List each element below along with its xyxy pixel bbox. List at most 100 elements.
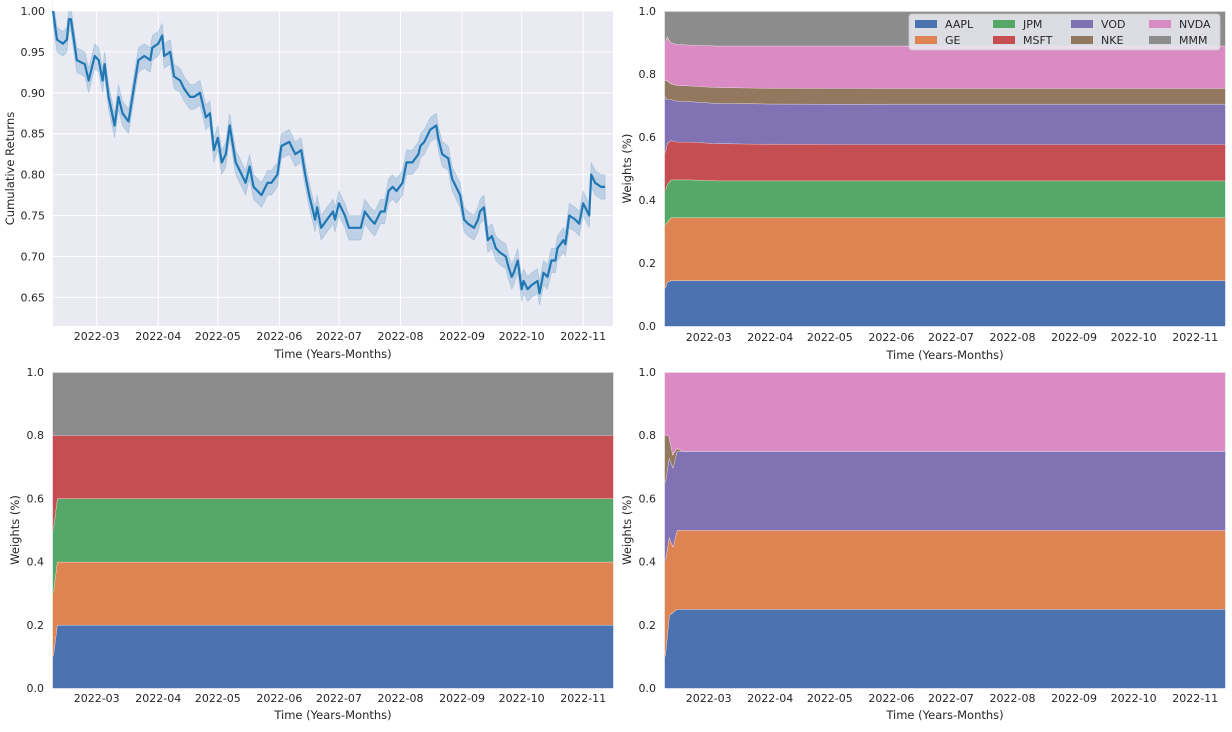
legend-swatch-ge [915,36,937,44]
y-tick-label: 0.6 [639,492,657,505]
y-tick-label: 0.4 [639,194,657,207]
legend: AAPL GE JPM MSFT VOD NKE NVDA MMM [908,13,1221,51]
confidence-band [52,0,606,306]
area-mmm [52,371,614,436]
x-tick-label: 2022-10 [1111,692,1157,705]
cumulative-return-line [51,10,606,295]
x-tick-label: 2022-06 [868,692,914,705]
legend-label: JPM [1022,18,1042,31]
weights-panel-bottom-left: 2022-03 2022-04 2022-05 2022-06 2022-07 2022-… [8,366,614,722]
y-tick-label: 0.95 [21,46,46,59]
x-tick-label: 2022-09 [1051,692,1097,705]
y-tick-label: 0.8 [27,429,45,442]
overflow-mask [53,0,613,11]
y-tick-label: 0.8 [639,429,657,442]
y-tick-label: 0.90 [21,87,46,100]
legend-label: AAPL [945,18,974,31]
x-tick-label: 2022-09 [439,692,485,705]
legend-swatch-mmm [1149,36,1171,44]
x-axis-label: Time (Years-Months) [273,347,391,361]
legend-label: MSFT [1023,34,1053,47]
x-tick-label: 2022-11 [560,692,606,705]
x-tick-label: 2022-03 [74,330,120,343]
y-tick-label: 0.0 [27,682,45,695]
area-ge [664,217,1226,289]
overflow-mask [53,326,613,340]
y-axis-label: Cumulative Returns [3,112,17,225]
x-tick-label: 2022-09 [439,330,485,343]
x-tick-label: 2022-08 [378,692,424,705]
legend-label: GE [945,34,961,47]
x-tick-label: 2022-10 [499,330,545,343]
x-tick-label: 2022-05 [195,692,241,705]
legend-label: MMM [1179,34,1207,47]
legend-frame [908,13,1221,51]
legend-swatch-msft [993,36,1015,44]
y-tick-label: 0.4 [27,556,45,569]
x-tick-label: 2022-07 [316,330,362,343]
x-axis-label: Time (Years-Months) [885,348,1003,362]
x-tick-label: 2022-07 [316,692,362,705]
weights-panel-bottom-right: 2022-03 2022-04 2022-05 2022-06 2022-07 2022-… [620,366,1226,722]
legend-label: NKE [1101,34,1123,47]
y-tick-label: 0.85 [21,128,46,141]
x-tick-label: 2022-03 [74,692,120,705]
y-tick-label: 0.0 [639,320,657,333]
x-tick-label: 2022-11 [560,330,606,343]
y-tick-label: 0.70 [21,250,46,263]
legend-swatch-aapl [915,20,937,28]
x-tick-label: 2022-08 [990,331,1036,344]
y-tick-label: 1.0 [639,366,657,379]
legend-swatch-jpm [993,20,1015,28]
legend-label: NVDA [1179,18,1211,31]
legend-swatch-nke [1071,36,1093,44]
y-tick-label: 0.75 [21,210,46,223]
y-tick-label: 1.00 [21,5,46,18]
x-tick-label: 2022-04 [135,692,181,705]
x-tick-label: 2022-07 [928,692,974,705]
x-tick-label: 2022-06 [256,330,302,343]
y-tick-label: 0.80 [21,169,46,182]
gridlines [53,10,613,326]
x-tick-label: 2022-03 [686,692,732,705]
legend-label: VOD [1101,18,1125,31]
x-tick-label: 2022-03 [686,331,732,344]
x-tick-label: 2022-04 [747,331,793,344]
y-tick-label: 0.65 [21,291,46,304]
y-tick-label: 0.4 [639,556,657,569]
x-tick-label: 2022-08 [990,692,1036,705]
y-tick-label: 0.6 [27,492,45,505]
x-tick-label: 2022-05 [807,331,853,344]
cumulative-returns-panel: 2022-03 2022-04 2022-05 2022-06 2022-07 2022-… [3,0,613,361]
x-tick-label: 2022-06 [868,331,914,344]
x-tick-label: 2022-05 [195,330,241,343]
x-tick-label: 2022-10 [499,692,545,705]
y-tick-label: 1.0 [27,366,45,379]
y-tick-label: 0.2 [639,257,657,270]
y-axis-label: Weights (%) [620,495,634,565]
x-tick-label: 2022-04 [135,330,181,343]
x-tick-label: 2022-06 [256,692,302,705]
area-aapl [664,608,1226,689]
x-tick-label: 2022-11 [1172,692,1218,705]
y-axis-label: Weights (%) [8,495,22,565]
area-aapl [664,280,1226,327]
area-nvda [664,371,1226,455]
x-tick-label: 2022-11 [1172,331,1218,344]
y-tick-label: 0.6 [639,131,657,144]
y-tick-label: 0.8 [639,68,657,81]
y-tick-label: 0.2 [639,619,657,632]
y-axis-label: Weights (%) [620,134,634,204]
x-tick-label: 2022-04 [747,692,793,705]
legend-swatch-nvda [1149,20,1171,28]
y-tick-label: 0.0 [639,682,657,695]
x-tick-label: 2022-05 [807,692,853,705]
x-axis-label: Time (Years-Months) [885,708,1003,722]
x-tick-label: 2022-07 [928,331,974,344]
legend-swatch-vod [1071,20,1093,28]
weights-panel-top-right: 2022-03 2022-04 2022-05 2022-06 2022-07 2022-… [620,5,1226,362]
y-tick-label: 1.0 [639,5,657,18]
x-axis-label: Time (Years-Months) [273,708,391,722]
x-tick-label: 2022-10 [1111,331,1157,344]
